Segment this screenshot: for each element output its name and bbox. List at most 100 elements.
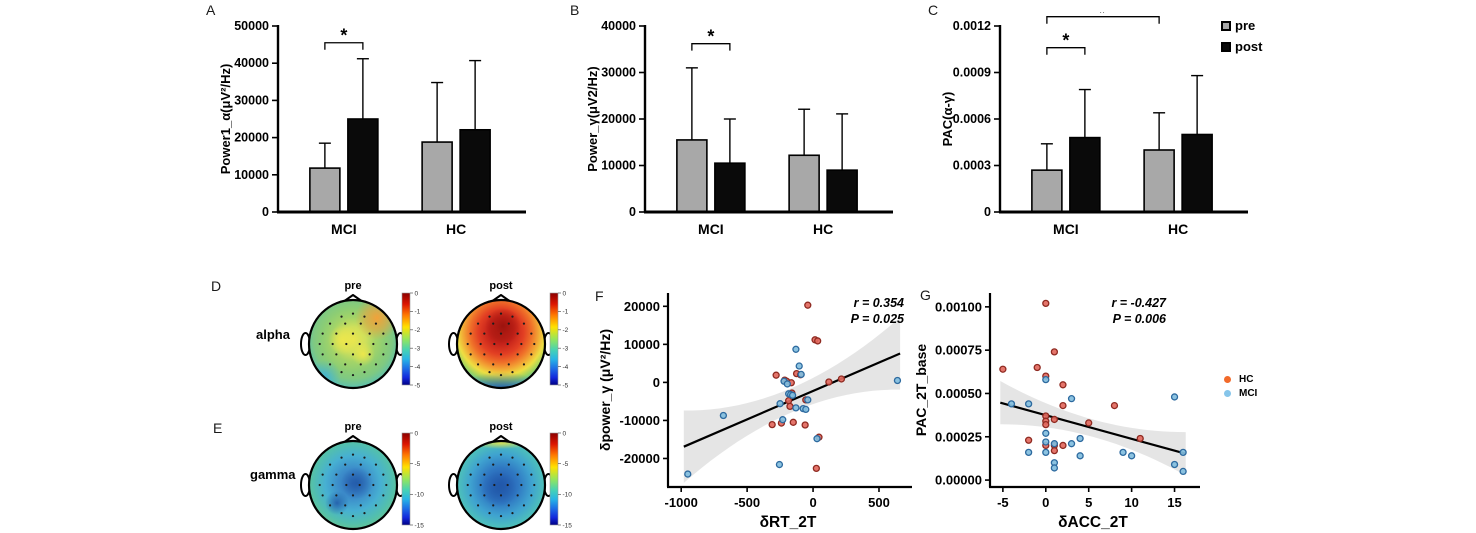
svg-text:PAC(α-γ): PAC(α-γ): [940, 92, 955, 147]
svg-text:HC: HC: [446, 221, 466, 237]
colorbar-alpha-pre: 0 -1 -2 -3 -4 -5: [401, 289, 431, 393]
svg-text:-10: -10: [563, 492, 573, 499]
colorbar-gamma-post: 0 -5 -10 -15: [549, 429, 579, 533]
svg-text:-3: -3: [415, 346, 421, 353]
svg-text:-1000: -1000: [665, 495, 698, 510]
scatter-legend: HC MCI: [1224, 374, 1257, 399]
bar-chart-gamma-power: Power_γ(μV2/Hz) 0 10000 20000 30000 40000 MCI H…: [579, 12, 895, 242]
colorbar-gamma-pre: 0 -5 -10 -15: [401, 429, 431, 533]
svg-text:-5: -5: [415, 461, 421, 468]
svg-text:15: 15: [1167, 495, 1181, 510]
svg-text:Power1_α(μV²/Hz): Power1_α(μV²/Hz): [218, 64, 233, 175]
svg-text:0.0012: 0.0012: [953, 19, 991, 33]
svg-text:-5: -5: [997, 495, 1009, 510]
topomap-alpha-pre: pre: [293, 280, 413, 392]
bar-chart-svg: Power_γ(μV2/Hz) 0 10000 20000 30000 40000 MCI H…: [585, 19, 893, 237]
svg-text:0: 0: [809, 495, 816, 510]
panel-c-label: C: [928, 2, 939, 18]
bar-chart-pac: PAC(α-γ) 0 0.0003 0.0006 0.0009 0.0012 MCI HC * #: [934, 12, 1250, 242]
panel-f-label: F: [595, 288, 605, 304]
svg-text:-4: -4: [415, 364, 421, 371]
svg-text:P = 0.025: P = 0.025: [851, 312, 905, 326]
svg-text:0.00025: 0.00025: [935, 429, 982, 444]
svg-text:0: 0: [415, 430, 419, 437]
svg-text:10: 10: [1124, 495, 1138, 510]
svg-text:0.0003: 0.0003: [953, 159, 991, 173]
svg-text:30000: 30000: [601, 66, 636, 80]
svg-text:0.00100: 0.00100: [935, 299, 982, 314]
scatter-svg: -1000 -500 0 500 -20000 -10000 0 10000 20000 δRT_…: [597, 293, 912, 531]
svg-text:20000: 20000: [234, 131, 269, 145]
svg-text:P = 0.006: P = 0.006: [1113, 312, 1167, 326]
svg-text:MCI: MCI: [698, 221, 724, 237]
svg-text:-20000: -20000: [620, 451, 660, 466]
svg-text:-4: -4: [563, 364, 569, 371]
svg-text:-10000: -10000: [620, 413, 660, 428]
bar-legend: pre post: [1221, 18, 1262, 54]
svg-text:20000: 20000: [624, 299, 660, 314]
svg-text:*: *: [340, 26, 347, 46]
panel-a-label: A: [206, 2, 216, 18]
scatter-legend-hc: HC: [1224, 374, 1257, 385]
panel-d-label: D: [211, 278, 222, 294]
bar-chart-svg: PAC(α-γ) 0 0.0003 0.0006 0.0009 0.0012 MCI HC * #: [940, 12, 1248, 237]
svg-text:-2: -2: [415, 327, 421, 334]
svg-text:0.00000: 0.00000: [935, 473, 982, 488]
svg-text:δACC_2T: δACC_2T: [1058, 514, 1128, 531]
svg-text:10000: 10000: [624, 337, 660, 352]
svg-text:HC: HC: [1168, 221, 1188, 237]
post-legend-label: post: [1235, 39, 1263, 54]
svg-text:-15: -15: [415, 522, 425, 529]
svg-text:-15: -15: [563, 522, 573, 529]
svg-text:10000: 10000: [601, 159, 636, 173]
topomap-gamma-post: post: [441, 421, 561, 533]
svg-text:0: 0: [629, 205, 636, 219]
panel-b-label: B: [570, 2, 580, 18]
svg-text:0: 0: [563, 290, 567, 297]
svg-text:-1: -1: [415, 309, 421, 316]
svg-text:PAC_2T_base: PAC_2T_base: [913, 344, 929, 437]
topomap-alpha-post: post: [441, 280, 561, 392]
post-swatch: [1221, 41, 1231, 52]
topomap-alpha-post-title: post: [489, 280, 513, 292]
svg-text:Power_γ(μV2/Hz): Power_γ(μV2/Hz): [585, 66, 600, 172]
colorbar-alpha-post: 0 -1 -2 -3 -4 -5: [549, 289, 579, 393]
svg-text:0: 0: [653, 375, 660, 390]
svg-text:δpower_γ (μV²/Hz): δpower_γ (μV²/Hz): [597, 329, 613, 451]
svg-text:δRT_2T: δRT_2T: [760, 514, 817, 531]
svg-text:-3: -3: [563, 346, 569, 353]
svg-text:-10: -10: [415, 492, 425, 499]
scatter-pac-vs-acc: -5 0 5 10 15 0.00000 0.00025 0.00050 0.00075 0.00…: [906, 285, 1208, 533]
pre-swatch: [1221, 20, 1231, 31]
svg-text:5: 5: [1085, 495, 1092, 510]
colorbar-svg: 0 -5 -10 -15: [549, 430, 573, 529]
panel-g-label: G: [920, 287, 932, 303]
topomap-gamma-pre: pre: [293, 421, 413, 533]
svg-text:0.00075: 0.00075: [935, 343, 982, 358]
svg-text:40000: 40000: [234, 56, 269, 70]
svg-text:30000: 30000: [234, 93, 269, 107]
svg-text:500: 500: [868, 495, 890, 510]
panel-e-label: E: [213, 420, 223, 436]
alpha-band-label: alpha: [256, 327, 290, 342]
svg-text:0: 0: [415, 290, 419, 297]
mci-dot-icon: [1224, 390, 1231, 397]
topomap-svg: [300, 294, 406, 390]
svg-text:0.0009: 0.0009: [953, 66, 991, 80]
hc-dot-icon: [1224, 376, 1231, 383]
svg-text:-1: -1: [563, 309, 569, 316]
colorbar-svg: 0 -1 -2 -3 -4 -5: [549, 290, 569, 389]
scatter-legend-mci: MCI: [1224, 388, 1257, 399]
topomap-svg: [448, 294, 554, 390]
hc-legend-label: HC: [1239, 374, 1254, 385]
topomap-gamma-post-title: post: [489, 421, 513, 433]
topomap-alpha-pre-title: pre: [344, 280, 362, 292]
svg-text:0: 0: [563, 430, 567, 437]
svg-text:50000: 50000: [234, 19, 269, 33]
svg-text:r = 0.354: r = 0.354: [854, 296, 904, 310]
topomap-gamma-pre-title: pre: [344, 421, 362, 433]
pre-legend-label: pre: [1235, 18, 1256, 33]
svg-text:-500: -500: [734, 495, 760, 510]
scatter-svg: -5 0 5 10 15 0.00000 0.00025 0.00050 0.00075 0.00…: [913, 293, 1200, 531]
